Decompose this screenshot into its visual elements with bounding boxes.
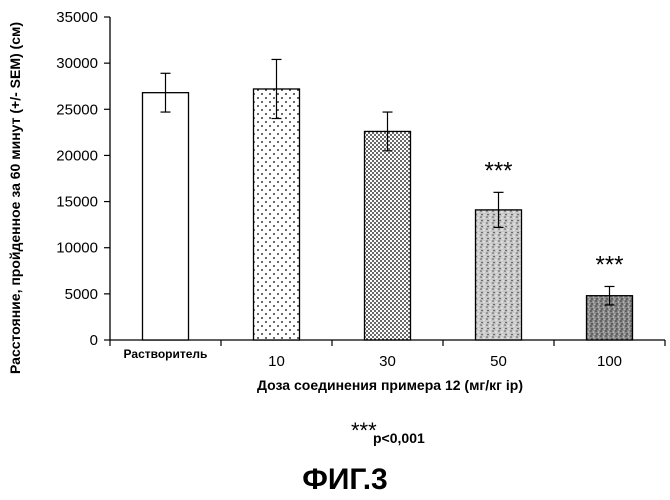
- y-axis-title: Расстояние, пройденное за 60 минут (+/- …: [7, 22, 23, 374]
- figure-label: ФИГ.3: [302, 463, 387, 496]
- y-tick-label: 5000: [65, 286, 98, 303]
- x-tick-label: 50: [490, 353, 507, 370]
- significance-marks: *** ***: [484, 157, 623, 278]
- y-tick-label: 20000: [56, 147, 98, 164]
- footnote-text: p<0,001: [373, 430, 425, 446]
- x-tick-label: 30: [379, 353, 396, 370]
- bar: [474, 209, 523, 341]
- bars: [141, 88, 634, 341]
- x-tick-label: Растворитель: [124, 347, 208, 361]
- bar: [363, 130, 412, 341]
- x-axis: [109, 339, 666, 346]
- bar: [141, 92, 190, 341]
- error-bars: [160, 58, 615, 306]
- bar: [252, 88, 301, 341]
- y-tick-label: 30000: [56, 55, 98, 72]
- x-tick-label: 100: [597, 353, 622, 370]
- y-tick-label: 25000: [56, 101, 98, 118]
- y-tick-label: 10000: [56, 240, 98, 257]
- significance-mark: ***: [484, 157, 512, 184]
- footnote-stars: ***: [351, 418, 377, 443]
- category-labels: Растворитель 10 30 50 100: [124, 347, 622, 370]
- x-axis-title: Доза соединения примера 12 (мг/кг ip): [257, 377, 523, 393]
- y-axis: 0 5000 10000 15000 20000 25000 30000 35000: [56, 9, 111, 349]
- y-tick-label: 0: [90, 332, 98, 349]
- significance-mark: ***: [595, 251, 623, 278]
- y-tick-label: 35000: [56, 9, 98, 26]
- x-tick-label: 10: [268, 353, 285, 370]
- y-tick-label: 15000: [56, 194, 98, 211]
